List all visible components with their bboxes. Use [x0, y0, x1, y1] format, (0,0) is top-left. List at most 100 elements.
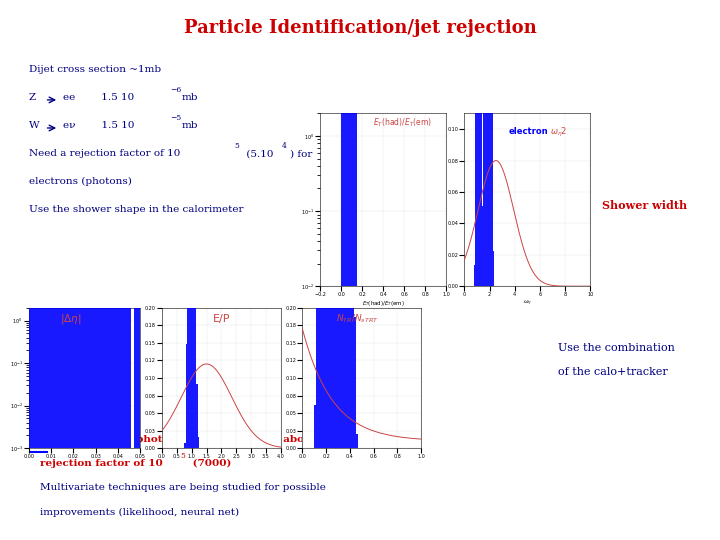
Bar [354, 318, 356, 448]
Bar [328, 0, 330, 448]
Bar [350, 0, 352, 448]
Bar [314, 404, 316, 448]
Text: improvements (likelihood, neural net): improvements (likelihood, neural net) [40, 508, 239, 517]
Bar [187, 0, 189, 448]
Bar [192, 0, 193, 448]
Text: mb: mb [181, 121, 198, 130]
Bar [344, 0, 346, 448]
Bar [196, 383, 198, 448]
Bar [482, 206, 483, 286]
Bar [492, 251, 495, 286]
Text: Use the combination: Use the combination [558, 343, 675, 353]
Bar [122, 291, 125, 540]
Bar [125, 291, 127, 540]
Bar [114, 278, 116, 540]
Text: ) for: ) for [290, 149, 312, 158]
Bar [138, 295, 140, 540]
Text: −5: −5 [171, 114, 182, 123]
Bar [53, 219, 55, 540]
X-axis label: $\omega_{\eta}$: $\omega_{\eta}$ [523, 299, 532, 308]
Text: Multivariate techniques are being studied for possible: Multivariate techniques are being studie… [40, 483, 325, 492]
Bar [112, 275, 114, 540]
Bar [184, 443, 186, 448]
Bar [479, 0, 480, 286]
Bar [109, 295, 112, 540]
Bar [87, 252, 89, 540]
Bar [96, 261, 98, 540]
Bar [330, 0, 332, 448]
Bar [98, 267, 100, 540]
Bar [60, 225, 63, 540]
Bar [485, 0, 487, 286]
Bar [326, 0, 328, 448]
Bar [356, 434, 358, 448]
Text: mb: mb [181, 93, 198, 102]
Bar [490, 0, 491, 286]
Bar [35, 201, 37, 540]
Bar [100, 272, 102, 540]
Text: of the calo+tracker: of the calo+tracker [558, 367, 667, 377]
Bar [76, 241, 78, 540]
Bar [65, 232, 67, 540]
Text: rejection factor of 10: rejection factor of 10 [40, 459, 162, 468]
Bar [483, 0, 485, 286]
Text: $\omega_{\eta}$2: $\omega_{\eta}$2 [550, 125, 567, 139]
Text: Particle Identification/jet rejection: Particle Identification/jet rejection [184, 19, 536, 37]
Text: Use the shower shape in the calorimeter: Use the shower shape in the calorimeter [29, 205, 243, 214]
Text: W: W [29, 121, 40, 130]
Bar [127, 308, 130, 540]
Bar [316, 274, 318, 448]
Bar [491, 0, 492, 286]
Bar [40, 206, 42, 540]
Text: electron: electron [508, 127, 548, 136]
Text: Cuts: electrons (photons) an efficiency of about 75-80% with a: Cuts: electrons (photons) an efficiency … [40, 435, 401, 444]
Bar [91, 258, 94, 540]
Text: 5: 5 [180, 452, 185, 460]
Bar [82, 254, 85, 540]
Bar [134, 295, 136, 540]
Bar [37, 202, 40, 540]
Text: Dijet cross section ~1mb: Dijet cross section ~1mb [29, 65, 161, 74]
Text: 4: 4 [282, 142, 287, 150]
Bar [69, 236, 71, 540]
Bar [78, 247, 80, 540]
Bar [194, 0, 196, 448]
Text: $N_{TR}/N_{sTRT}$: $N_{TR}/N_{sTRT}$ [336, 313, 379, 325]
Bar [324, 0, 326, 448]
Bar [67, 234, 69, 540]
Text: (7000): (7000) [189, 459, 231, 468]
Bar [487, 0, 488, 286]
Bar [474, 265, 475, 286]
Bar [340, 0, 342, 448]
Text: Need a rejection factor of 10: Need a rejection factor of 10 [29, 149, 180, 158]
Text: ee        1.5 10: ee 1.5 10 [63, 93, 135, 102]
Bar [334, 0, 336, 448]
Bar [47, 212, 49, 540]
Bar [33, 198, 35, 540]
Bar [42, 208, 45, 540]
Bar [55, 221, 58, 540]
Bar [480, 42, 482, 286]
Bar [318, 85, 320, 448]
Bar [477, 0, 479, 286]
Bar [116, 300, 118, 540]
Bar [342, 0, 344, 448]
Bar [58, 222, 60, 540]
Bar [94, 258, 96, 540]
Bar [85, 249, 87, 540]
Bar [104, 265, 107, 540]
Bar [186, 345, 187, 448]
Text: 5: 5 [234, 142, 239, 150]
Bar [323, 0, 324, 448]
Bar [488, 49, 490, 286]
Bar [31, 197, 33, 540]
Bar [51, 217, 53, 540]
Bar [320, 0, 323, 448]
Text: Shower width: Shower width [602, 200, 687, 211]
Text: E/P: E/P [212, 314, 230, 324]
Bar [63, 231, 65, 540]
Bar [190, 0, 192, 448]
Bar [346, 0, 348, 448]
Bar [338, 0, 340, 448]
Bar [475, 0, 477, 286]
